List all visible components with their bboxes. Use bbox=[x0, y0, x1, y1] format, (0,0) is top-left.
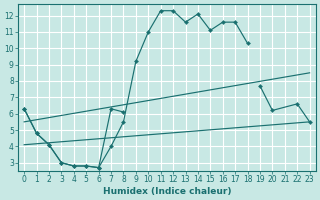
X-axis label: Humidex (Indice chaleur): Humidex (Indice chaleur) bbox=[103, 187, 231, 196]
